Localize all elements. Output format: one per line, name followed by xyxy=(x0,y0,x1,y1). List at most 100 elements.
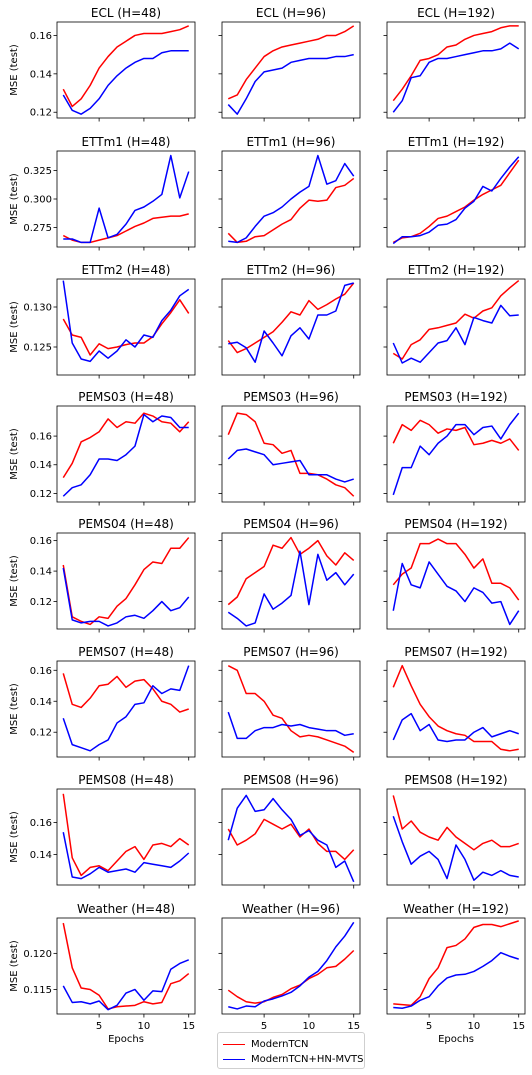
series-line-moderntcn xyxy=(62,673,189,713)
series-line-moderntcn-hn-mvts xyxy=(227,550,355,627)
x-tick-label: 10 xyxy=(303,1021,316,1032)
x-tick-label: 10 xyxy=(468,1021,481,1032)
axes-frame xyxy=(221,278,361,376)
subplot-pems08-h-48: PEMS08 (H=48) 0.14 0.16 MSE (test) xyxy=(9,773,196,889)
series-line-moderntcn-hn-mvts xyxy=(62,413,189,497)
y-tick-label: 0.12 xyxy=(30,597,52,608)
subplot-title: PEMS07 (H=96) xyxy=(243,645,339,659)
subplot-ecl-h-96: ECL (H=96) xyxy=(218,6,361,122)
subplot-title: ECL (H=96) xyxy=(256,6,326,20)
y-axis-label: MSE (test) xyxy=(9,811,20,863)
series-line-moderntcn-hn-mvts xyxy=(392,42,520,113)
subplot-pems04-h-192: PEMS04 (H=192) xyxy=(383,517,526,633)
series-line-moderntcn-hn-mvts xyxy=(228,154,355,244)
series-line-moderntcn xyxy=(62,213,189,244)
axes-frame xyxy=(221,405,361,503)
axes-frame xyxy=(386,917,526,1015)
series-line-moderntcn-hn-mvts xyxy=(392,304,519,364)
legend-entry-moderntcn: ModernTCN xyxy=(223,1037,309,1051)
legend: ModernTCN ModernTCN+HN-MVTS xyxy=(217,1032,365,1069)
subplot-title: PEMS07 (H=192) xyxy=(404,645,507,659)
subplot-pems08-h-192: PEMS08 (H=192) xyxy=(383,773,526,889)
y-tick-label: 0.12 xyxy=(30,489,52,500)
series-line-moderntcn xyxy=(227,177,355,244)
subplot-title: PEMS08 (H=192) xyxy=(404,773,507,787)
subplot-title: ETTm1 (H=192) xyxy=(408,135,505,149)
series-line-moderntcn-hn-mvts xyxy=(392,561,520,626)
series-line-moderntcn xyxy=(227,282,355,354)
axes-frame xyxy=(56,532,196,630)
y-tick-label: 0.14 xyxy=(30,850,52,861)
y-tick-label: 0.125 xyxy=(23,343,52,354)
subplot-title: PEMS08 (H=48) xyxy=(78,773,174,787)
subplot-ettm2-h-96: ETTm2 (H=96) xyxy=(218,263,361,379)
series-line-moderntcn xyxy=(62,299,190,356)
y-tick-label: 0.12 xyxy=(30,728,52,739)
x-axis-label: Epochs xyxy=(438,1034,474,1045)
subplot-ecl-h-48: ECL (H=48) 0.12 0.14 0.16 MSE (test) xyxy=(9,6,196,122)
subplot-title: PEMS07 (H=48) xyxy=(78,645,174,659)
subplot-title: Weather (H=48) xyxy=(77,902,175,916)
subplot-title: Weather (H=96) xyxy=(242,902,340,916)
axes-frame xyxy=(386,405,526,503)
x-tick-label: 5 xyxy=(96,1021,102,1032)
y-tick-label: 0.16 xyxy=(30,536,52,547)
series-line-moderntcn xyxy=(392,25,519,102)
subplot-ettm2-h-192: ETTm2 (H=192) xyxy=(383,263,526,379)
y-tick-label: 0.12 xyxy=(30,108,52,119)
subplot-title: Weather (H=192) xyxy=(403,902,509,916)
subplot-title: PEMS03 (H=48) xyxy=(78,390,174,404)
subplot-ecl-h-192: ECL (H=192) xyxy=(383,6,526,122)
y-tick-label: 0.16 xyxy=(30,31,52,42)
series-line-moderntcn xyxy=(227,949,355,1004)
subplot-title: ECL (H=192) xyxy=(417,6,495,20)
y-tick-label: 0.300 xyxy=(23,195,52,206)
series-line-moderntcn xyxy=(62,793,190,877)
legend-label-hn-mvts: ModernTCN+HN-MVTS xyxy=(251,1053,364,1065)
series-line-moderntcn-hn-mvts xyxy=(63,154,190,244)
axes-frame xyxy=(386,660,526,758)
subplot-title: PEMS04 (H=96) xyxy=(243,517,339,531)
series-line-moderntcn xyxy=(393,920,519,1007)
axes-frame xyxy=(56,917,196,1015)
series-line-moderntcn xyxy=(227,536,355,606)
subplot-pems04-h-96: PEMS04 (H=96) xyxy=(218,517,361,633)
axes-frame xyxy=(221,532,361,630)
subplot-pems03-h-192: PEMS03 (H=192) xyxy=(383,390,526,506)
axes-frame xyxy=(386,21,526,119)
y-tick-label: 0.14 xyxy=(30,567,52,578)
subplot-ettm1-h-96: ETTm1 (H=96) xyxy=(218,135,361,251)
axes-frame xyxy=(56,150,196,248)
x-axis-label: Epochs xyxy=(108,1034,144,1045)
y-tick-label: 0.275 xyxy=(23,223,52,234)
series-line-moderntcn-hn-mvts xyxy=(62,50,189,115)
y-tick-label: 0.130 xyxy=(23,303,52,314)
x-tick-label: 15 xyxy=(182,1021,195,1032)
y-axis-label: MSE (test) xyxy=(9,301,20,353)
series-line-moderntcn xyxy=(62,537,190,626)
y-axis-label: MSE (test) xyxy=(9,683,20,735)
subplot-title: PEMS04 (H=192) xyxy=(404,517,507,531)
axes-frame xyxy=(56,278,196,376)
series-line-moderntcn-hn-mvts xyxy=(228,282,354,363)
legend-swatch-moderntcn xyxy=(223,1043,245,1045)
series-line-moderntcn-hn-mvts xyxy=(227,711,354,740)
axes-frame xyxy=(221,917,361,1015)
subplot-title: ETTm1 (H=48) xyxy=(82,135,171,149)
series-line-moderntcn-hn-mvts xyxy=(227,53,354,115)
axes-frame xyxy=(56,660,196,758)
series-line-moderntcn-hn-mvts xyxy=(227,794,355,883)
subplot-pems03-h-48: PEMS03 (H=48) 0.12 0.14 0.16 MSE (test) xyxy=(9,390,196,506)
subplot-title: ETTm2 (H=96) xyxy=(247,263,336,277)
legend-label-moderntcn: ModernTCN xyxy=(251,1038,309,1050)
y-tick-label: 0.16 xyxy=(30,666,52,677)
legend-swatch-hn-mvts xyxy=(223,1058,245,1060)
axes-frame xyxy=(221,788,361,886)
y-tick-label: 0.16 xyxy=(30,432,52,443)
subplot-pems03-h-96: PEMS03 (H=96) xyxy=(218,390,361,506)
subplot-title: PEMS03 (H=192) xyxy=(404,390,507,404)
subplot-title: ETTm1 (H=96) xyxy=(247,135,336,149)
